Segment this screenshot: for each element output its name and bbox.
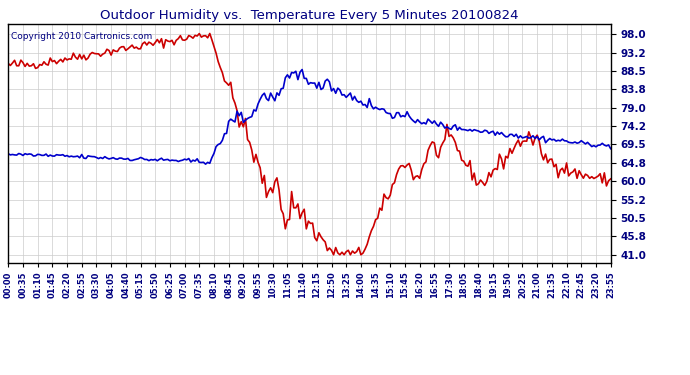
Title: Outdoor Humidity vs.  Temperature Every 5 Minutes 20100824: Outdoor Humidity vs. Temperature Every 5… [100,9,519,22]
Text: Copyright 2010 Cartronics.com: Copyright 2010 Cartronics.com [11,32,152,40]
